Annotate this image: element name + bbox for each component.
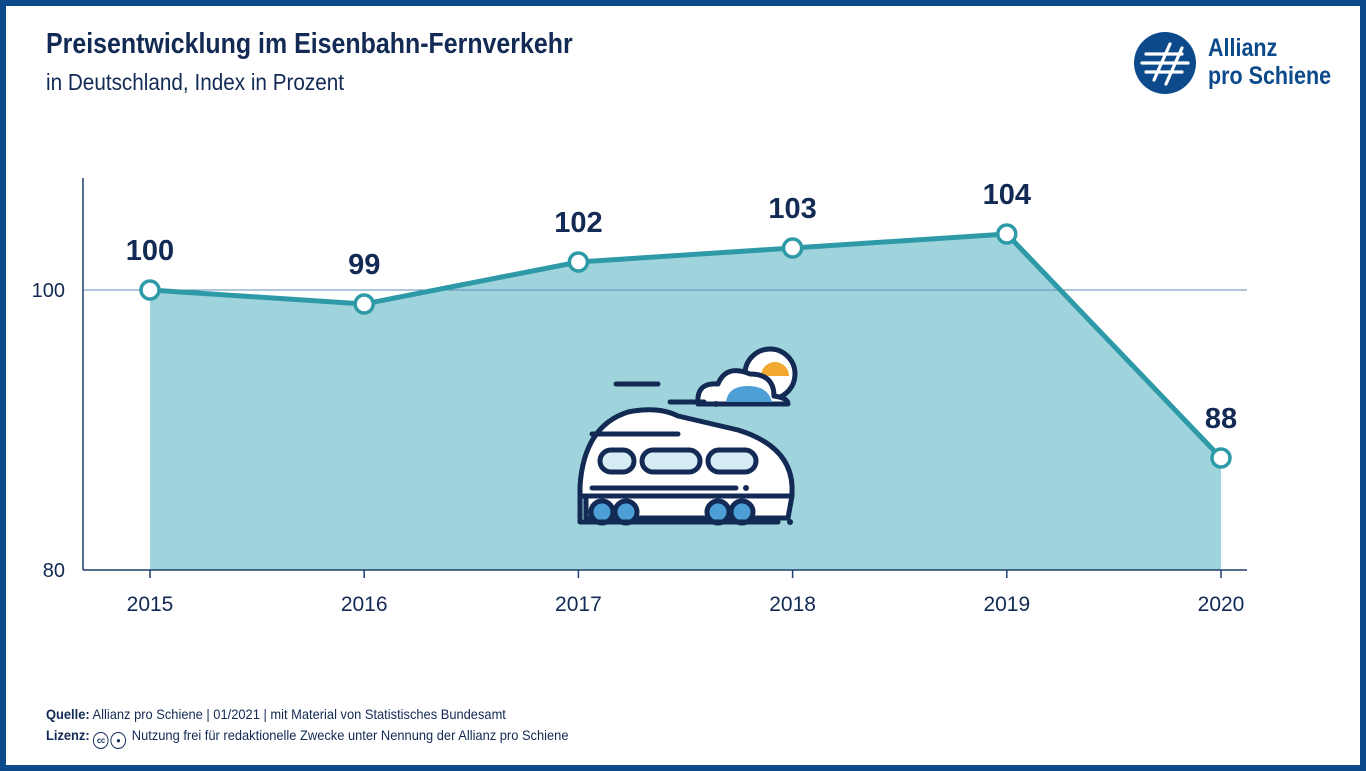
data-label: 88 bbox=[1205, 403, 1237, 435]
attribution-icon: ● bbox=[110, 732, 127, 749]
data-label: 103 bbox=[768, 193, 816, 225]
cc-icon: cc bbox=[93, 732, 109, 749]
logo-emblem-icon bbox=[1134, 32, 1196, 94]
logo-text-line2: pro Schiene bbox=[1208, 62, 1332, 90]
x-tick-label: 2015 bbox=[127, 593, 174, 616]
data-point bbox=[567, 251, 590, 273]
logo-text-line1: Allianz bbox=[1208, 34, 1278, 62]
data-point bbox=[996, 223, 1018, 245]
data-label: 104 bbox=[983, 179, 1031, 211]
license-text: Nutzung frei für redaktionelle Zwecke un… bbox=[131, 727, 569, 743]
x-tick-label: 2016 bbox=[341, 593, 388, 616]
train-illustration bbox=[577, 346, 798, 526]
logo: Allianz pro Schiene bbox=[1132, 30, 1352, 96]
y-tick-label: 80 bbox=[43, 560, 65, 582]
chart-subtitle: in Deutschland, Index in Prozent bbox=[46, 69, 345, 95]
footer-license: Lizenz: cc ● Nutzung frei für redaktionel… bbox=[46, 727, 569, 749]
data-point bbox=[353, 293, 375, 315]
y-tick-label: 100 bbox=[32, 280, 65, 302]
data-point bbox=[1210, 447, 1232, 469]
x-tick-label: 2018 bbox=[769, 593, 816, 616]
data-point bbox=[781, 237, 804, 259]
source-text: Allianz pro Schiene | 01/2021 | mit Mate… bbox=[92, 706, 506, 722]
x-tick-label: 2020 bbox=[1198, 593, 1245, 616]
data-label: 102 bbox=[554, 207, 602, 239]
series-line bbox=[149, 231, 1223, 460]
data-point bbox=[139, 279, 161, 301]
source-label: Quelle: bbox=[46, 706, 90, 722]
data-label: 99 bbox=[348, 249, 380, 281]
x-tick-label: 2019 bbox=[983, 593, 1030, 616]
license-label: Lizenz: bbox=[46, 727, 90, 743]
data-label: 100 bbox=[126, 235, 174, 267]
chart-title: Preisentwicklung im Eisenbahn-Fernverkeh… bbox=[46, 28, 573, 60]
footer-source: Quelle: Allianz pro Schiene | 01/2021 | … bbox=[46, 706, 506, 722]
x-tick-label: 2017 bbox=[555, 593, 602, 616]
